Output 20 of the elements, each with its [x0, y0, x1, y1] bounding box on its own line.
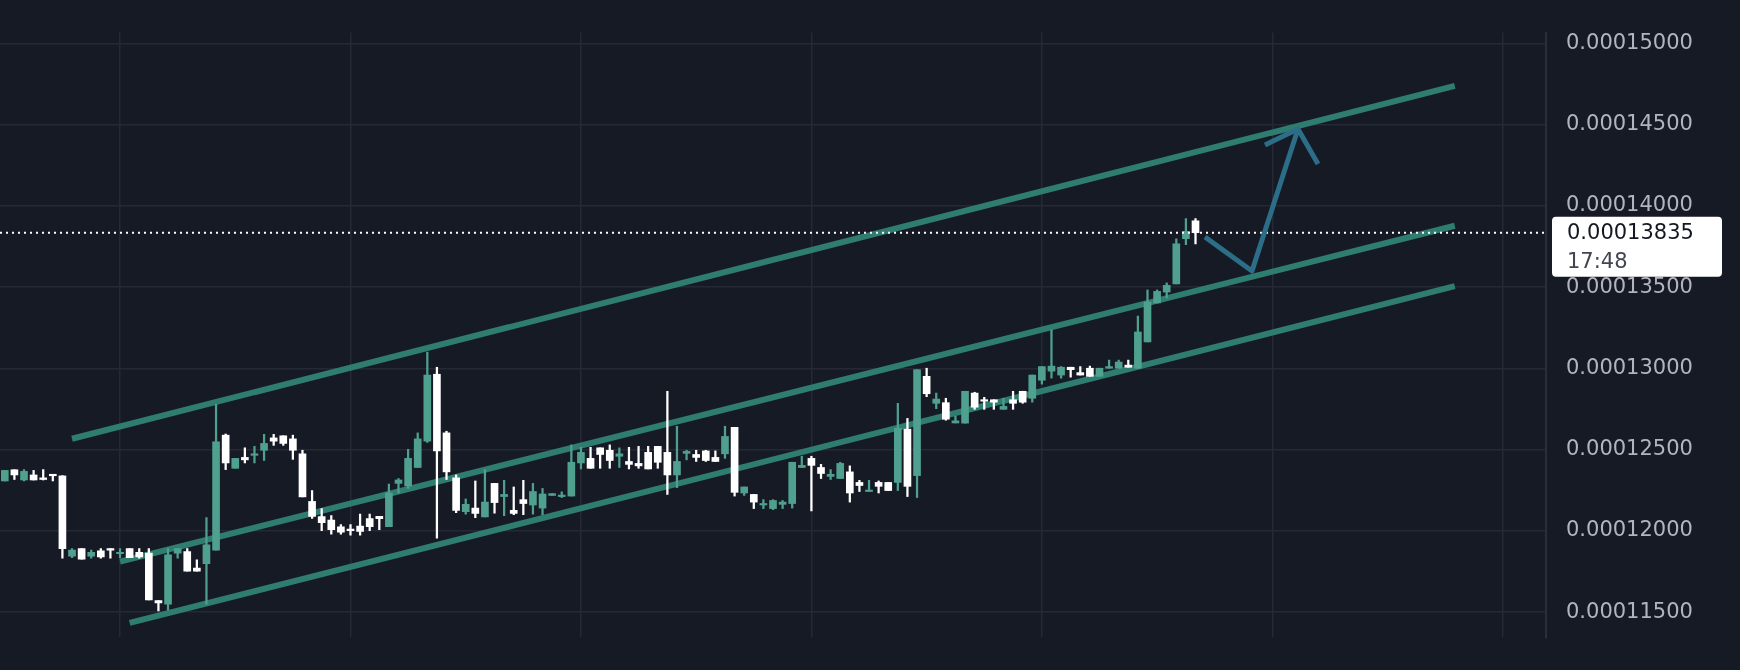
text: 17:48: [1567, 249, 1628, 274]
y-tick-label: 0.00012000: [1566, 517, 1693, 542]
candlestick: [999, 397, 1008, 410]
candlestick: [202, 517, 211, 605]
candlestick: [778, 500, 787, 509]
y-tick-label: 0.00013500: [1566, 273, 1693, 298]
y-tick-label: 0.00012500: [1566, 436, 1693, 461]
candlestick: [807, 455, 816, 512]
y-tick-label: 0.00011500: [1566, 598, 1693, 623]
candlestick: [154, 600, 163, 612]
y-tick-label: 0.00013000: [1566, 354, 1693, 379]
candlestick: [826, 469, 835, 480]
candlestick: [250, 446, 259, 464]
y-tick-label: 0.00014500: [1566, 111, 1693, 136]
candlestick: [663, 390, 672, 495]
candlestick: [682, 449, 691, 461]
ref-line-label: 0.00013835: [1567, 220, 1694, 245]
y-tick-label: 0.00014000: [1566, 192, 1693, 217]
candlestick: [394, 478, 403, 494]
y-tick-label: 0.00015000: [1566, 29, 1693, 54]
